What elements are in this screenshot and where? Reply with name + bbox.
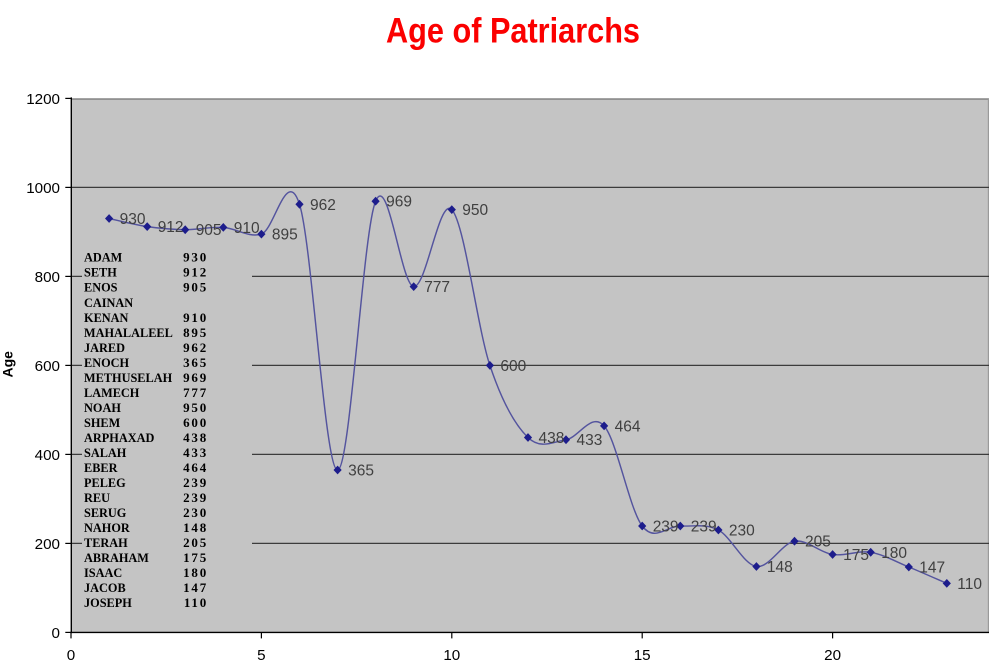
svg-text:969: 969: [183, 370, 208, 385]
svg-text:930: 930: [183, 250, 208, 265]
svg-text:PELEG: PELEG: [84, 476, 126, 490]
svg-text:239: 239: [183, 490, 208, 505]
svg-text:110: 110: [957, 576, 982, 593]
svg-text:962: 962: [310, 197, 336, 214]
svg-text:1200: 1200: [26, 91, 60, 108]
svg-text:JACOB: JACOB: [84, 581, 126, 595]
svg-text:20: 20: [824, 647, 841, 664]
svg-text:0: 0: [67, 647, 75, 664]
svg-text:180: 180: [881, 545, 907, 562]
svg-text:NAHOR: NAHOR: [84, 521, 130, 535]
svg-text:365: 365: [183, 355, 208, 370]
svg-text:950: 950: [462, 202, 488, 219]
svg-text:148: 148: [767, 559, 793, 576]
svg-text:JOSEPH: JOSEPH: [84, 596, 132, 610]
svg-text:950: 950: [183, 400, 208, 415]
svg-text:175: 175: [183, 550, 208, 565]
svg-text:147: 147: [919, 560, 945, 577]
svg-text:205: 205: [183, 535, 208, 550]
svg-text:110: 110: [184, 595, 208, 610]
svg-text:912: 912: [158, 219, 184, 236]
svg-text:EBER: EBER: [84, 461, 118, 475]
svg-text:230: 230: [729, 523, 755, 540]
svg-text:433: 433: [577, 432, 603, 449]
svg-text:895: 895: [272, 227, 298, 244]
svg-text:239: 239: [691, 519, 717, 536]
svg-text:ENOS: ENOS: [84, 281, 118, 295]
svg-text:SETH: SETH: [84, 266, 117, 280]
svg-text:910: 910: [234, 220, 260, 237]
svg-text:433: 433: [183, 445, 208, 460]
svg-text:365: 365: [348, 463, 374, 480]
svg-text:969: 969: [386, 194, 412, 211]
svg-text:ADAM: ADAM: [84, 251, 123, 265]
svg-text:LAMECH: LAMECH: [84, 386, 140, 400]
svg-text:148: 148: [183, 520, 208, 535]
svg-text:5: 5: [257, 647, 265, 664]
svg-text:239: 239: [183, 475, 208, 490]
svg-text:MAHALALEEL: MAHALALEEL: [84, 326, 173, 340]
svg-text:912: 912: [183, 265, 208, 280]
svg-text:200: 200: [35, 536, 60, 553]
svg-text:METHUSELAH: METHUSELAH: [84, 371, 173, 385]
svg-text:895: 895: [183, 325, 208, 340]
svg-text:ENOCH: ENOCH: [84, 356, 130, 370]
svg-text:464: 464: [183, 460, 208, 475]
svg-text:SERUG: SERUG: [84, 506, 127, 520]
svg-text:Age of Patriarchs: Age of Patriarchs: [386, 11, 640, 51]
svg-text:438: 438: [539, 430, 565, 447]
svg-text:600: 600: [500, 358, 526, 375]
svg-text:600: 600: [35, 358, 60, 375]
svg-text:905: 905: [196, 222, 222, 239]
svg-text:15: 15: [634, 647, 651, 664]
svg-text:205: 205: [805, 534, 831, 551]
svg-text:930: 930: [120, 211, 146, 228]
svg-text:777: 777: [183, 385, 208, 400]
svg-text:ABRAHAM: ABRAHAM: [84, 551, 149, 565]
svg-text:Age: Age: [0, 351, 16, 378]
svg-text:910: 910: [183, 310, 208, 325]
svg-text:438: 438: [183, 430, 208, 445]
svg-text:180: 180: [183, 565, 208, 580]
svg-text:0: 0: [52, 625, 60, 642]
svg-text:905: 905: [183, 280, 208, 295]
svg-text:1000: 1000: [26, 180, 60, 197]
svg-text:777: 777: [424, 279, 450, 296]
svg-text:230: 230: [183, 505, 208, 520]
svg-text:SALAH: SALAH: [84, 446, 127, 460]
svg-text:REU: REU: [84, 491, 110, 505]
svg-text:800: 800: [35, 269, 60, 286]
svg-text:464: 464: [615, 418, 641, 435]
svg-text:KENAN: KENAN: [84, 311, 129, 325]
svg-text:600: 600: [183, 415, 208, 430]
svg-text:962: 962: [183, 340, 208, 355]
svg-text:10: 10: [443, 647, 460, 664]
svg-text:175: 175: [843, 547, 869, 564]
svg-text:ISAAC: ISAAC: [84, 566, 122, 580]
svg-text:CAINAN: CAINAN: [84, 296, 133, 310]
svg-text:239: 239: [653, 519, 679, 536]
svg-text:TERAH: TERAH: [84, 536, 128, 550]
svg-text:147: 147: [183, 580, 208, 595]
svg-text:400: 400: [35, 447, 60, 464]
svg-text:ARPHAXAD: ARPHAXAD: [84, 431, 154, 445]
svg-text:SHEM: SHEM: [84, 416, 121, 430]
svg-text:JARED: JARED: [84, 341, 125, 355]
svg-text:NOAH: NOAH: [84, 401, 121, 415]
